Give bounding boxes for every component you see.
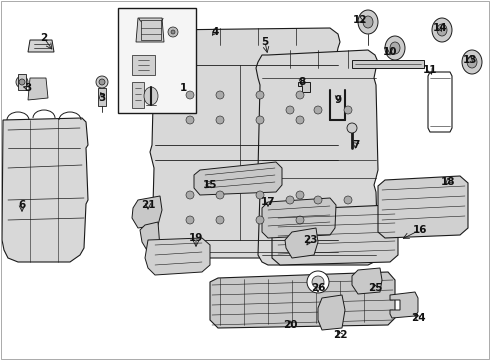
- Polygon shape: [145, 238, 210, 275]
- Ellipse shape: [314, 196, 322, 204]
- Ellipse shape: [16, 76, 28, 88]
- Bar: [98, 88, 106, 106]
- Ellipse shape: [216, 191, 224, 199]
- Ellipse shape: [312, 276, 324, 288]
- Ellipse shape: [99, 79, 105, 85]
- Ellipse shape: [344, 106, 352, 114]
- Text: 3: 3: [98, 93, 106, 103]
- Text: 18: 18: [441, 177, 455, 187]
- Text: 11: 11: [423, 65, 437, 75]
- Bar: [352, 60, 424, 68]
- Ellipse shape: [432, 18, 452, 42]
- Ellipse shape: [296, 191, 304, 199]
- Ellipse shape: [186, 91, 194, 99]
- Ellipse shape: [19, 79, 25, 85]
- Text: 4: 4: [211, 27, 219, 37]
- Ellipse shape: [144, 87, 158, 105]
- Polygon shape: [272, 205, 398, 265]
- Polygon shape: [378, 176, 468, 238]
- Polygon shape: [132, 196, 162, 228]
- Text: 5: 5: [261, 37, 269, 47]
- Polygon shape: [390, 292, 418, 318]
- Ellipse shape: [462, 50, 482, 74]
- Ellipse shape: [256, 116, 264, 124]
- Text: 19: 19: [189, 233, 203, 243]
- Ellipse shape: [296, 116, 304, 124]
- Text: 17: 17: [261, 197, 275, 207]
- Text: 1: 1: [179, 83, 187, 93]
- Ellipse shape: [344, 196, 352, 204]
- Text: 26: 26: [311, 283, 325, 293]
- Polygon shape: [140, 222, 160, 252]
- Ellipse shape: [286, 196, 294, 204]
- Bar: [141, 20, 161, 40]
- Ellipse shape: [390, 42, 400, 54]
- Text: 24: 24: [411, 313, 425, 323]
- Bar: [18, 74, 26, 90]
- Polygon shape: [318, 295, 345, 330]
- Text: 25: 25: [368, 283, 382, 293]
- Ellipse shape: [216, 91, 224, 99]
- Ellipse shape: [186, 191, 194, 199]
- Ellipse shape: [467, 56, 477, 68]
- Text: 15: 15: [203, 180, 217, 190]
- Polygon shape: [2, 118, 88, 262]
- Polygon shape: [136, 18, 164, 42]
- Polygon shape: [132, 55, 155, 75]
- Polygon shape: [210, 272, 395, 328]
- Ellipse shape: [347, 123, 357, 133]
- Polygon shape: [262, 198, 336, 238]
- Text: 9: 9: [335, 95, 342, 105]
- Ellipse shape: [385, 36, 405, 60]
- Ellipse shape: [168, 27, 178, 37]
- Polygon shape: [256, 50, 378, 265]
- Polygon shape: [298, 82, 310, 92]
- Ellipse shape: [186, 116, 194, 124]
- Text: 21: 21: [141, 200, 155, 210]
- Text: 22: 22: [333, 330, 347, 340]
- Ellipse shape: [216, 116, 224, 124]
- Text: 8: 8: [298, 77, 306, 87]
- Text: 20: 20: [283, 320, 297, 330]
- Text: 2: 2: [40, 33, 48, 43]
- Ellipse shape: [256, 216, 264, 224]
- Polygon shape: [194, 162, 282, 195]
- Ellipse shape: [358, 10, 378, 34]
- Ellipse shape: [216, 216, 224, 224]
- Ellipse shape: [256, 91, 264, 99]
- Ellipse shape: [96, 76, 108, 88]
- Ellipse shape: [186, 216, 194, 224]
- Polygon shape: [428, 72, 452, 132]
- Ellipse shape: [256, 191, 264, 199]
- Ellipse shape: [437, 24, 447, 36]
- Ellipse shape: [307, 271, 329, 293]
- Polygon shape: [352, 268, 382, 294]
- Ellipse shape: [296, 91, 304, 99]
- Ellipse shape: [296, 216, 304, 224]
- Polygon shape: [150, 28, 340, 258]
- Polygon shape: [28, 40, 54, 52]
- Polygon shape: [28, 78, 48, 100]
- Text: 14: 14: [433, 23, 447, 33]
- Text: 16: 16: [413, 225, 427, 235]
- Text: 7: 7: [352, 140, 360, 150]
- Ellipse shape: [363, 16, 373, 28]
- Text: 3: 3: [24, 83, 32, 93]
- Bar: [118, 8, 196, 113]
- Text: 13: 13: [463, 55, 477, 65]
- Ellipse shape: [286, 106, 294, 114]
- Ellipse shape: [171, 30, 175, 34]
- Polygon shape: [132, 82, 144, 108]
- Text: 12: 12: [353, 15, 367, 25]
- Text: 10: 10: [383, 47, 397, 57]
- Ellipse shape: [314, 106, 322, 114]
- Polygon shape: [285, 228, 318, 258]
- Text: 23: 23: [303, 235, 317, 245]
- Text: 6: 6: [19, 200, 25, 210]
